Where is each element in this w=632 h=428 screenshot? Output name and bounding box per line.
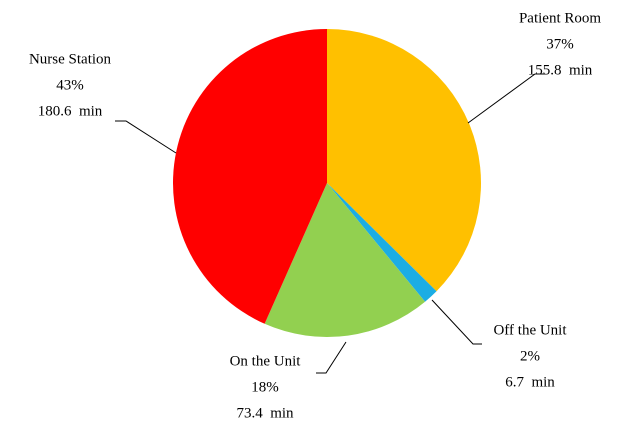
slice-label: Patient Room (519, 10, 601, 26)
pie-slice (327, 183, 437, 302)
percentage-label: 37% (546, 36, 574, 52)
leader-line (467, 73, 545, 124)
slice-label: Nurse Station (29, 51, 112, 67)
leader-line (431, 299, 482, 345)
pie-slice (173, 29, 327, 324)
value-label: 155.8 min (528, 62, 593, 78)
value-label: 180.6 min (38, 103, 103, 119)
value-label: 6.7 min (505, 374, 555, 390)
slice-label: On the Unit (230, 353, 302, 369)
leader-line (115, 120, 177, 154)
leader-line (316, 341, 347, 374)
percentage-label: 2% (520, 348, 540, 364)
percentage-label: 43% (56, 77, 84, 93)
pie-slice (264, 183, 426, 337)
percentage-label: 18% (251, 379, 279, 395)
pie-slice (327, 29, 481, 292)
value-label: 73.4 min (236, 405, 294, 421)
slice-label: Off the Unit (493, 322, 567, 338)
